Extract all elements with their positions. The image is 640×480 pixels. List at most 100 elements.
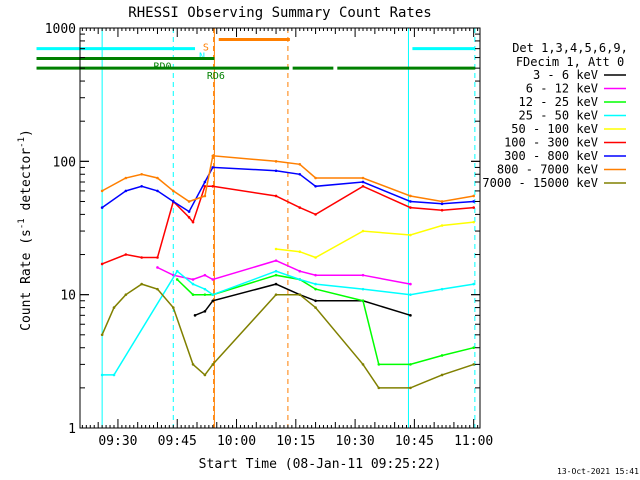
series-point-5 xyxy=(274,194,278,198)
series-point-3 xyxy=(361,287,365,291)
x-tick-label: 09:30 xyxy=(98,434,137,449)
series-point-2 xyxy=(377,363,381,366)
series-point-5 xyxy=(298,206,302,209)
series-point-1 xyxy=(361,273,365,277)
series-point-8 xyxy=(298,293,302,296)
legend-label-2: 12 - 25 keV xyxy=(519,95,598,109)
legend-label-8: 7000 - 15000 keV xyxy=(482,176,598,190)
x-tick-label: 11:00 xyxy=(454,434,493,449)
series-point-8 xyxy=(274,293,278,296)
series-point-6 xyxy=(440,202,444,206)
y-axis-label-sup1: -1 xyxy=(17,218,27,229)
series-point-4 xyxy=(440,224,444,227)
series-point-0 xyxy=(274,282,278,286)
series-point-5 xyxy=(409,206,412,209)
series-point-6 xyxy=(409,200,412,203)
series-point-2 xyxy=(314,287,317,291)
series-point-1 xyxy=(203,273,207,277)
series-point-3 xyxy=(409,293,412,296)
flag-label-s: S xyxy=(203,42,209,53)
series-line-2 xyxy=(176,274,474,366)
y-axis-label: Count Rate (s-1 detector-1) xyxy=(17,129,34,331)
series-point-5 xyxy=(361,184,365,188)
series-point-5 xyxy=(140,256,143,259)
x-axis-label: Start Time (08-Jan-11 09:25:22) xyxy=(199,457,442,472)
series-point-0 xyxy=(314,299,317,303)
series-point-7 xyxy=(203,194,207,198)
series-point-8 xyxy=(377,386,381,390)
series-point-8 xyxy=(140,282,143,286)
series-point-8 xyxy=(472,363,475,366)
series-point-8 xyxy=(314,306,317,309)
series-point-7 xyxy=(140,172,143,176)
series-point-3 xyxy=(211,293,215,296)
series-point-3 xyxy=(175,269,179,273)
series-point-7 xyxy=(409,194,412,198)
series-point-8 xyxy=(171,306,175,309)
series-point-7 xyxy=(298,163,302,166)
series-point-8 xyxy=(191,363,195,366)
series-point-6 xyxy=(156,189,159,193)
series-point-3 xyxy=(314,282,317,286)
series-point-0 xyxy=(409,314,412,317)
series-point-2 xyxy=(191,293,195,296)
series-point-8 xyxy=(124,293,128,296)
x-tick-label: 09:45 xyxy=(158,434,197,449)
series-point-6 xyxy=(203,180,207,184)
series-point-5 xyxy=(187,216,191,219)
series-point-5 xyxy=(100,262,104,266)
series-point-7 xyxy=(171,189,175,193)
y-axis-label-sup2: -1 xyxy=(17,137,27,148)
series-point-5 xyxy=(440,208,444,212)
series-point-6 xyxy=(171,200,175,203)
y-tick-label: 1000 xyxy=(45,22,76,37)
y-tick-label: 100 xyxy=(53,155,76,170)
legend-header-2: FDecim 1, Att 0 xyxy=(516,55,624,69)
series-point-5 xyxy=(203,184,207,188)
y-axis-label-part: Count Rate (s xyxy=(19,229,34,331)
series-point-8 xyxy=(156,287,159,291)
series-point-6 xyxy=(140,184,143,188)
axis-layer: 1 10 100 1000 09:30 09:45 10:00 10:15 10:30 10:45… xyxy=(45,22,494,449)
series-point-2 xyxy=(361,299,365,303)
legend-label-4: 50 - 100 keV xyxy=(511,122,598,136)
series-point-7 xyxy=(472,194,475,198)
series-point-1 xyxy=(409,282,412,286)
series-point-3 xyxy=(274,269,278,273)
series-point-3 xyxy=(203,287,207,291)
series-point-0 xyxy=(193,314,197,317)
series-point-7 xyxy=(440,200,444,203)
series-point-6 xyxy=(187,210,191,213)
series-point-8 xyxy=(361,363,365,366)
legend-header-1: Det 1,3,4,5,6,9, xyxy=(512,41,628,55)
series-point-3 xyxy=(472,282,475,286)
series-point-6 xyxy=(472,200,475,203)
series-point-1 xyxy=(191,278,195,281)
series-point-2 xyxy=(175,278,179,281)
series-point-8 xyxy=(112,306,116,309)
series-point-5 xyxy=(211,184,215,188)
y-axis-label-end: ) xyxy=(19,129,34,137)
series-point-1 xyxy=(274,259,278,262)
series-line-5 xyxy=(101,185,474,265)
x-tick-label: 10:00 xyxy=(217,434,256,449)
series-point-7 xyxy=(187,200,191,203)
series-point-6 xyxy=(361,180,365,184)
series-point-5 xyxy=(472,206,475,209)
series-point-2 xyxy=(440,354,444,357)
series-point-6 xyxy=(100,206,104,209)
x-tick-label: 10:30 xyxy=(336,434,375,449)
series-point-6 xyxy=(211,166,215,169)
plot-layer: NSRD0RD6 xyxy=(36,28,476,428)
plot-frame xyxy=(79,27,481,429)
series-point-0 xyxy=(203,310,207,313)
series-point-4 xyxy=(472,220,475,224)
series-point-2 xyxy=(274,273,278,277)
legend-label-0: 3 - 6 keV xyxy=(533,68,598,82)
series-point-7 xyxy=(274,160,278,163)
series-point-6 xyxy=(124,189,128,193)
x-tick-label: 10:15 xyxy=(276,434,315,449)
series-point-7 xyxy=(211,154,215,158)
flag-label-rd6: RD6 xyxy=(207,71,225,82)
